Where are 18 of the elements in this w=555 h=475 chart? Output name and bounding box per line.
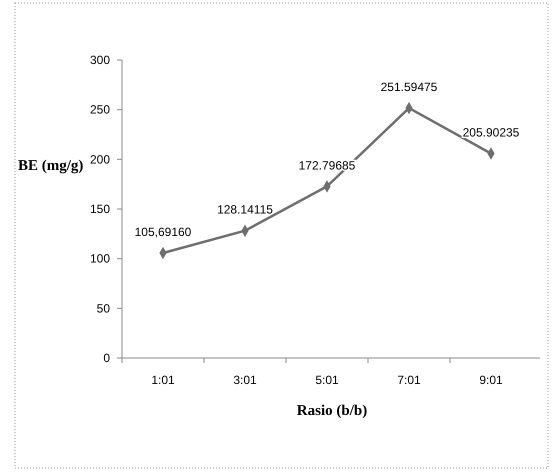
y-tick-label: 300: [90, 53, 110, 67]
y-axis-title: BE (mg/g): [18, 158, 84, 174]
y-tick-label: 0: [103, 351, 110, 365]
data-label: 205.90235: [462, 125, 520, 140]
x-tick-label: 9:01: [479, 373, 503, 387]
y-tick-label: 250: [90, 102, 110, 117]
x-tick-label: 1:01: [151, 373, 175, 387]
x-tick-label: 5:01: [315, 373, 339, 387]
data-label: 105,69160: [134, 225, 192, 240]
x-tick-label: 3:01: [233, 373, 257, 387]
y-tick-label: 200: [90, 152, 110, 166]
y-tick-label: 50: [96, 301, 110, 316]
y-tick-label: 150: [90, 202, 110, 216]
x-axis-title: Rasio (b/b): [296, 403, 368, 419]
data-label: 251.59475: [380, 80, 438, 94]
y-tick-label: 100: [90, 252, 110, 266]
data-label: 128.14115: [217, 202, 274, 217]
x-tick-label: 7:01: [397, 373, 421, 387]
